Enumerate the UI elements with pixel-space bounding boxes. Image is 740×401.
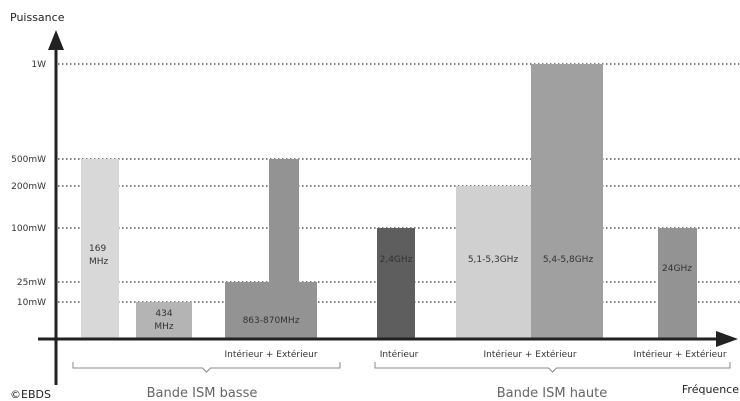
bar-label: 2,4GHz <box>380 255 413 265</box>
bar-label: 24GHz <box>662 264 692 274</box>
bar-label: 5,1-5,3GHz <box>468 255 519 265</box>
bar <box>658 228 697 338</box>
x-axis-title: Fréquence <box>682 383 739 396</box>
bar <box>136 302 192 338</box>
bar <box>81 159 119 338</box>
usage-label: Intérieur + Extérieur <box>483 349 576 360</box>
y-axis-title: Puissance <box>10 11 65 24</box>
x-axis-arrow-icon <box>716 331 738 347</box>
usage-labels: Intérieur + Extérieur Intérieur Intérieur … <box>224 349 726 360</box>
y-tick-label: 1W <box>31 60 46 70</box>
y-tick-label: 100mW <box>11 224 46 234</box>
group-brace <box>374 362 731 373</box>
group-label: Bande ISM haute <box>497 386 607 401</box>
group-labels: Bande ISM basse Bande ISM haute <box>147 386 608 401</box>
bar-label: 5,4-5,8GHz <box>543 255 594 265</box>
y-tick-labels: 10mW 25mW 100mW 200mW 500mW 1W <box>11 60 46 308</box>
group-label: Bande ISM basse <box>147 386 258 401</box>
bar-label: 434 MHz <box>154 309 174 332</box>
y-tick-label: 500mW <box>11 155 46 165</box>
y-tick-label: 25mW <box>17 278 46 288</box>
bar <box>225 282 317 338</box>
bars <box>81 64 697 338</box>
usage-label: Intérieur <box>380 349 419 360</box>
group-braces <box>72 362 731 373</box>
usage-label: Intérieur + Extérieur <box>633 349 726 360</box>
copyright: ©EBDS <box>10 388 51 401</box>
bar-labels: 169 MHz 434 MHz 863-870MHz 2,4GHz 5,1-5,3GHz 5,… <box>89 244 692 332</box>
axes <box>38 30 738 385</box>
y-tick-label: 200mW <box>11 182 46 192</box>
bar <box>377 228 415 338</box>
usage-label: Intérieur + Extérieur <box>224 349 317 360</box>
bar <box>456 186 531 338</box>
bar-label: 863-870MHz <box>243 316 300 326</box>
y-axis-arrow-icon <box>48 30 64 50</box>
y-tick-label: 10mW <box>17 298 46 308</box>
bar <box>531 64 603 338</box>
group-brace <box>72 362 341 373</box>
bar-label: 169 MHz <box>89 244 109 267</box>
